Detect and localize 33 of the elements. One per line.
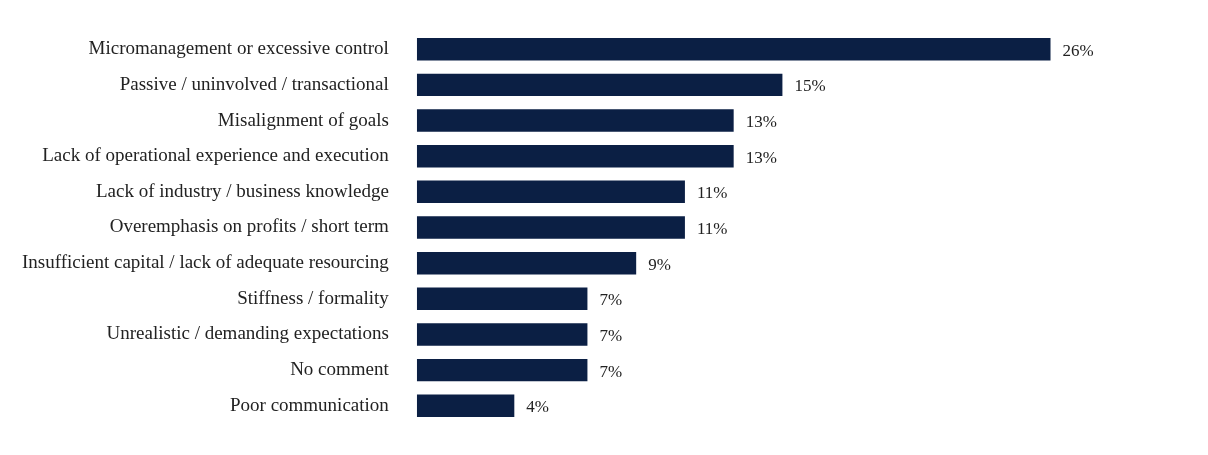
bar xyxy=(416,38,1051,61)
y-tick-label: Lack of operational experience and execution xyxy=(42,144,390,166)
data-label: 11% xyxy=(696,183,728,203)
y-tick-label: No comment xyxy=(290,358,390,380)
bar xyxy=(416,287,588,311)
data-label: 7% xyxy=(599,325,623,345)
data-label: 13% xyxy=(745,112,777,132)
y-tick-label: Micromanagement or excessive control xyxy=(88,37,389,59)
data-label: 11% xyxy=(696,218,728,238)
bar xyxy=(416,144,734,168)
y-tick-label: Unrealistic / demanding expectations xyxy=(106,322,389,344)
y-tick-label: Lack of industry / business knowledge xyxy=(95,179,389,201)
data-label: 15% xyxy=(794,76,826,96)
y-tick-label: Passive / uninvolved / transactional xyxy=(119,72,389,94)
y-tick-label: Poor communication xyxy=(229,393,390,415)
bar xyxy=(416,73,783,97)
y-tick-label: Misalignment of goals xyxy=(217,108,389,130)
y-tick-label: Overemphasis on profits / short term xyxy=(109,215,390,237)
bar xyxy=(416,358,588,382)
y-tick-label: Insufficient capital / lack of adequate resourcing xyxy=(22,251,390,273)
data-label: 26% xyxy=(1062,40,1094,60)
bar xyxy=(416,216,685,239)
bar xyxy=(416,109,734,132)
bar xyxy=(416,180,685,204)
data-label: 9% xyxy=(648,254,671,274)
bar xyxy=(416,394,515,417)
data-label: 4% xyxy=(526,397,549,417)
data-label: 13% xyxy=(745,147,777,167)
y-tick-label: Stiffness / formality xyxy=(237,286,390,308)
bar xyxy=(416,323,588,346)
data-label: 7% xyxy=(599,290,623,310)
data-label: 7% xyxy=(599,361,623,381)
bar xyxy=(416,251,637,275)
